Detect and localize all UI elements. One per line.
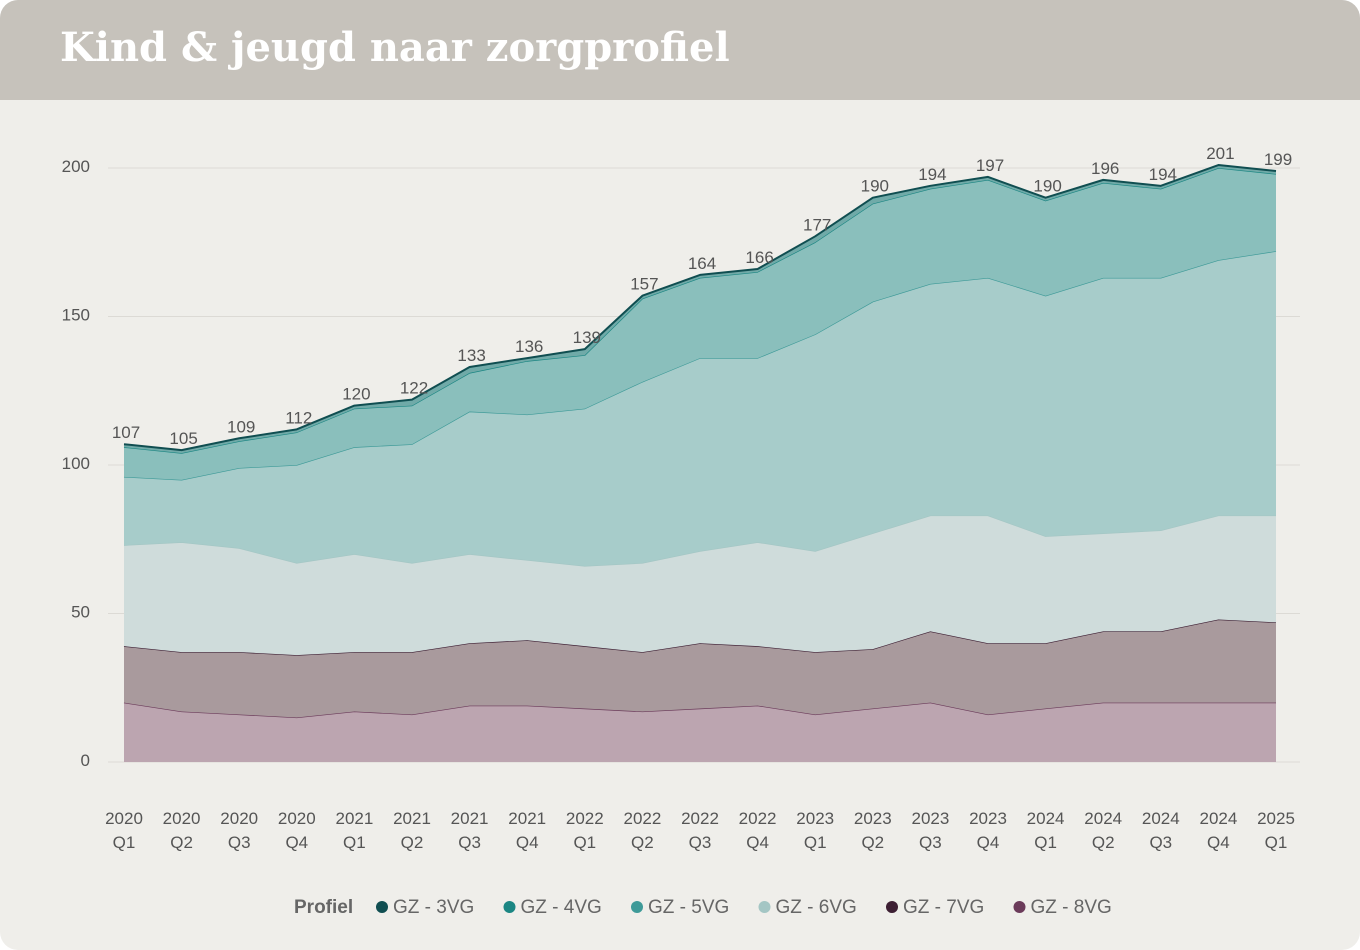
legend-item[interactable]: GZ - 8VG [1013, 897, 1112, 918]
total-label: 122 [400, 379, 428, 398]
total-label: 112 [285, 408, 312, 427]
x-axis: 2020 Q1 2020 Q2 2020 Q3 2020 Q4 2021 Q1 2021 Q2 2021… [105, 809, 1295, 852]
legend-title: Profiel [294, 897, 353, 918]
x-tick-label: 2022 Q4 [739, 809, 777, 852]
y-tick-label: 0 [81, 751, 90, 770]
legend-swatch [503, 901, 516, 913]
x-tick-label: 2020 Q3 [220, 809, 258, 852]
x-tick-label: 2022 Q1 [566, 809, 604, 852]
total-label: 166 [745, 248, 773, 267]
legend-label: GZ - 3VG [393, 897, 474, 918]
legend-label: GZ - 5VG [648, 897, 729, 918]
legend-label: GZ - 7VG [903, 897, 984, 918]
area-gz-8vg [124, 702, 1276, 762]
area-series [123, 164, 1277, 762]
y-tick-label: 100 [62, 454, 90, 473]
total-label: 105 [169, 429, 197, 448]
total-label: 139 [573, 328, 601, 347]
x-tick-label: 2024 Q3 [1142, 809, 1180, 852]
x-tick-label: 2021 Q2 [393, 809, 431, 852]
x-tick-label: 2020 Q2 [163, 809, 201, 852]
total-label: 199 [1264, 150, 1292, 169]
legend-item[interactable]: GZ - 7VG [886, 897, 984, 918]
total-label: 107 [112, 423, 140, 442]
y-tick-label: 200 [62, 157, 90, 176]
total-data-labels: 107 105 109 112 120 122 133 136 139 157 164 166 177 1… [112, 144, 1292, 448]
area-gz-6vg [124, 515, 1276, 656]
legend-label: GZ - 4VG [521, 897, 602, 918]
area-gz-4vg [124, 168, 1276, 480]
legend-swatch [631, 901, 643, 913]
chart-title: Kind & jeugd naar zorgprofiel [60, 24, 730, 71]
x-tick-label: 2025 Q1 [1257, 809, 1295, 852]
total-label: 177 [803, 215, 831, 234]
line-gz-3vg [123, 164, 1277, 452]
x-tick-label: 2021 Q1 [335, 809, 373, 852]
total-label: 133 [457, 346, 485, 365]
x-tick-label: 2021 Q4 [508, 809, 546, 852]
area-gz-7vg [124, 619, 1276, 718]
x-tick-label: 2020 Q4 [278, 809, 316, 852]
x-tick-label: 2022 Q3 [681, 809, 719, 852]
legend-swatch [376, 901, 388, 913]
total-label: 157 [630, 275, 658, 294]
chart-header: Kind & jeugd naar zorgprofiel [0, 0, 1360, 100]
total-label: 197 [976, 156, 1004, 175]
legend-item[interactable]: GZ - 6VG [758, 897, 857, 918]
y-tick-label: 150 [62, 306, 90, 325]
x-tick-label: 2023 Q1 [796, 809, 834, 852]
total-label: 194 [1149, 165, 1177, 184]
area-gz-5vg [124, 251, 1276, 566]
total-label: 109 [227, 417, 255, 436]
total-label: 190 [861, 177, 889, 196]
legend-label: GZ - 6VG [776, 897, 857, 918]
y-tick-label: 50 [71, 603, 90, 622]
total-label: 164 [688, 254, 716, 273]
legend-swatch [758, 901, 771, 913]
x-tick-label: 2024 Q1 [1027, 809, 1065, 852]
legend-swatch [1013, 901, 1026, 913]
legend-item[interactable]: GZ - 5VG [631, 897, 729, 918]
x-tick-label: 2024 Q2 [1084, 809, 1122, 852]
legend: Profiel GZ - 3VG GZ - 4VG GZ - 5VG GZ - 6VG G… [294, 897, 1112, 918]
total-label: 201 [1206, 144, 1234, 163]
x-tick-label: 2020 Q1 [105, 809, 143, 852]
total-label: 196 [1091, 159, 1119, 178]
x-tick-label: 2023 Q2 [854, 809, 892, 852]
x-tick-label: 2023 Q4 [969, 809, 1007, 852]
x-tick-label: 2024 Q4 [1199, 809, 1237, 852]
total-label: 194 [918, 165, 946, 184]
y-axis: 0 50 100 150 200 [62, 157, 90, 770]
total-label: 190 [1033, 177, 1061, 196]
legend-label: GZ - 8VG [1031, 897, 1112, 918]
x-tick-label: 2021 Q3 [451, 809, 489, 852]
total-label: 120 [342, 385, 370, 404]
x-tick-label: 2022 Q2 [623, 809, 661, 852]
x-tick-label: 2023 Q3 [911, 809, 949, 852]
legend-swatch [886, 901, 898, 913]
legend-item[interactable]: GZ - 3VG [376, 897, 474, 918]
legend-item[interactable]: GZ - 4VG [503, 897, 602, 918]
total-label: 136 [515, 337, 543, 356]
